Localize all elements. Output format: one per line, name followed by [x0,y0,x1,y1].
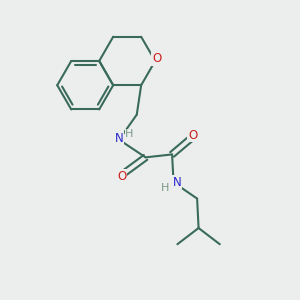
Text: N: N [115,132,124,145]
Text: O: O [117,170,127,183]
Text: N: N [173,176,182,189]
Text: O: O [152,52,161,65]
Text: O: O [188,129,197,142]
Text: H: H [161,183,170,193]
Text: H: H [125,129,134,140]
